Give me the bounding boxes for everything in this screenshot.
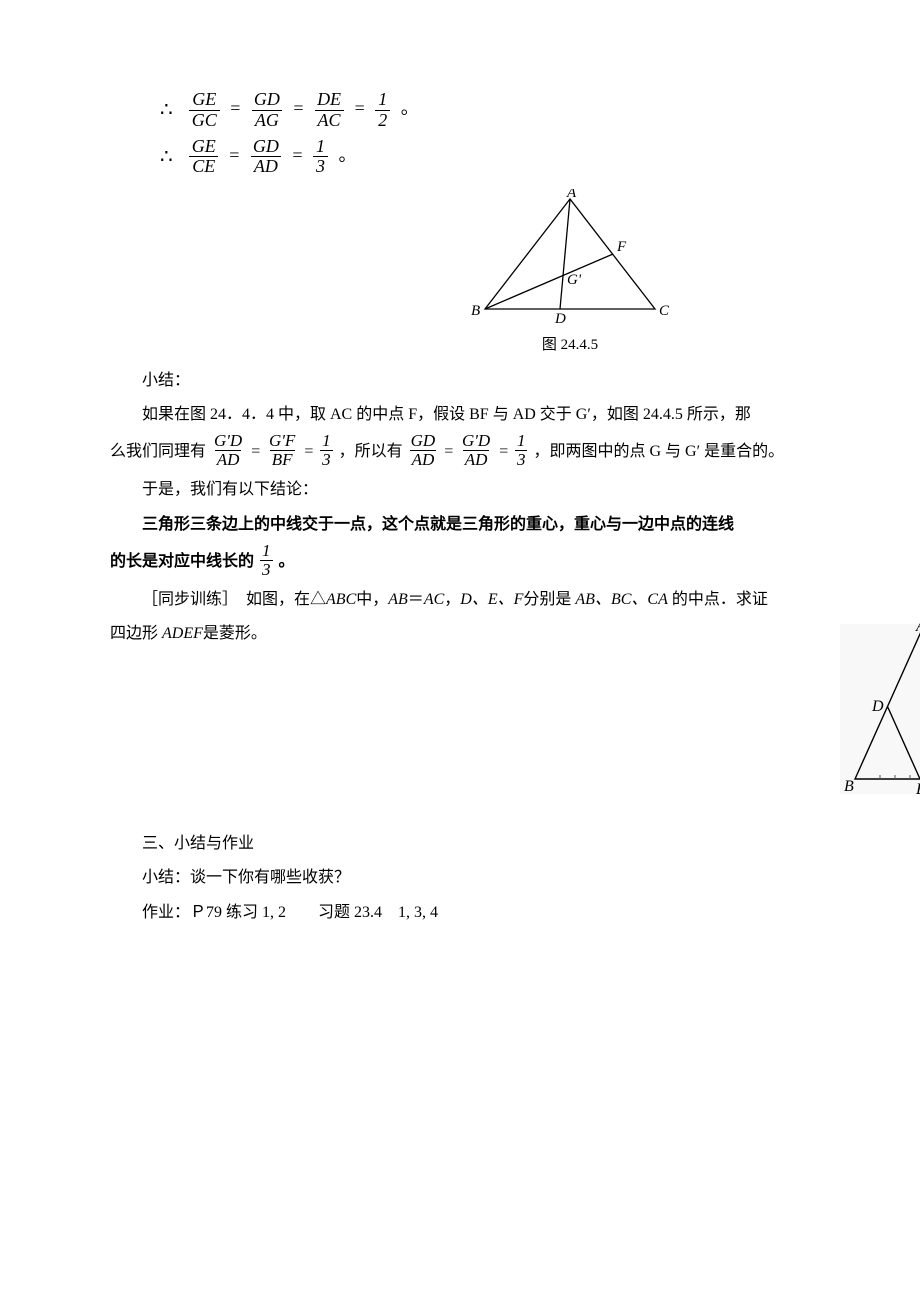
- label-C: C: [659, 303, 670, 319]
- conclusion-line2: 的长是对应中线长的 13 。: [110, 544, 920, 581]
- label-E: E: [915, 781, 920, 798]
- equation-block-1: ∴ GEGC = GDAG = DEAC = 12 。: [160, 90, 920, 131]
- label-A: A: [566, 189, 577, 201]
- paragraph-summary-label: 小结：: [110, 366, 920, 396]
- closing-line2: 作业：Ｐ79 练习 1, 2 习题 23.4 1, 3, 4: [110, 898, 920, 928]
- fraction: GDAG: [251, 90, 283, 131]
- equals: =: [292, 145, 302, 165]
- equals: =: [293, 98, 303, 118]
- fraction: DEAC: [314, 90, 344, 131]
- triangle-diagram-2: A B C D F E: [830, 619, 920, 799]
- fraction: 13: [313, 137, 328, 178]
- closing-head: 三、小结与作业: [110, 829, 920, 859]
- fraction: GEGC: [189, 90, 220, 131]
- triangle-diagram-1: A B C D F G': [465, 189, 675, 329]
- figure-1-caption: 图 24.4.5: [110, 331, 920, 360]
- label-G: G': [567, 272, 582, 288]
- fraction: GDAD: [409, 432, 438, 469]
- closing-line1: 小结：谈一下你有哪些收获？: [110, 863, 920, 893]
- equation-block-2: ∴ GECE = GDAD = 13 。: [160, 137, 920, 178]
- therefore-symbol: ∴: [160, 138, 173, 176]
- paragraph-2-line1: 如果在图 24．4．4 中，取 AC 的中点 F，假设 BF 与 AD 交于 G…: [110, 400, 920, 430]
- paragraph-3: 于是，我们有以下结论：: [110, 475, 920, 505]
- fraction: G'DAD: [212, 432, 244, 469]
- period: 。: [401, 98, 419, 118]
- label-A: A: [915, 619, 920, 635]
- exercise-line2: 四边形 ADEF是菱形。: [110, 619, 920, 649]
- fraction: G'FBF: [267, 432, 297, 469]
- fraction: 13: [260, 542, 273, 579]
- period: 。: [339, 145, 357, 165]
- label-B: B: [471, 303, 480, 319]
- exercise-line1: ［同步训练］ 如图，在△ABC中，AB＝AC，D、E、F分别是 AB、BC、CA…: [110, 585, 920, 615]
- therefore-symbol: ∴: [160, 91, 173, 129]
- label-D: D: [871, 698, 884, 715]
- figure-2: A B C D F E: [830, 619, 920, 799]
- paragraph-2-line2: 么我们同理有 G'DAD = G'FBF = 13 ，所以有 GDAD = G'…: [110, 434, 920, 471]
- fraction: G'DAD: [460, 432, 492, 469]
- equals: =: [355, 98, 365, 118]
- fraction: GECE: [189, 137, 219, 178]
- label-D: D: [554, 311, 566, 327]
- fraction: 12: [375, 90, 390, 131]
- figure-1: A B C D F G' 图 24.4.5: [110, 189, 920, 360]
- fraction: 13: [515, 432, 528, 469]
- fraction: 13: [320, 432, 333, 469]
- label-F: F: [616, 239, 627, 255]
- conclusion-line1: 三角形三条边上的中线交于一点，这个点就是三角形的重心，重心与一边中点的连线: [110, 510, 920, 540]
- fraction: GDAD: [250, 137, 282, 178]
- label-B: B: [844, 778, 854, 795]
- equals: =: [229, 145, 239, 165]
- equals: =: [230, 98, 240, 118]
